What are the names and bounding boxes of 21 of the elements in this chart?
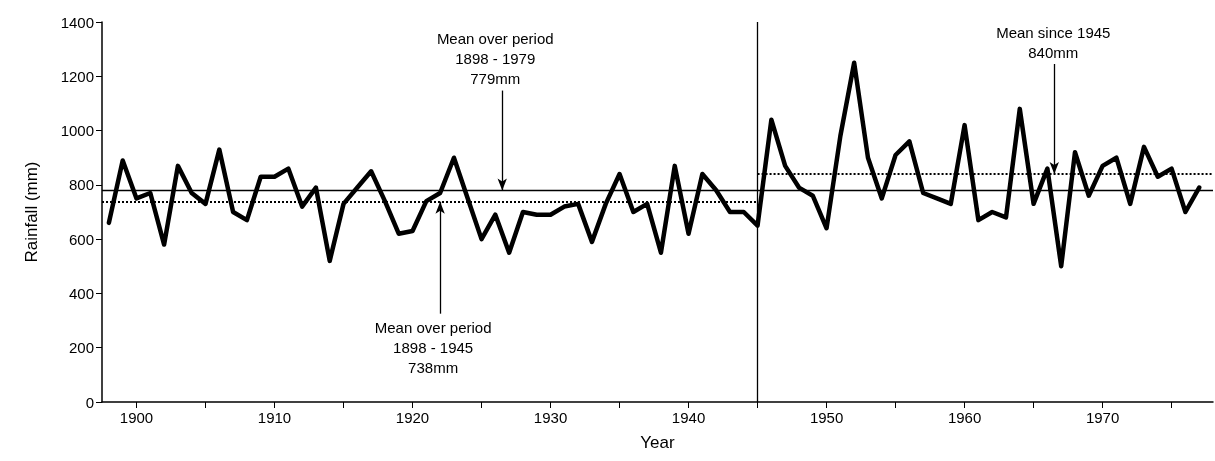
x-tick-label: 1920 xyxy=(395,409,430,426)
x-tick-label: 1930 xyxy=(533,409,568,426)
annotation: Mean over period 1898 - 1945 738mm xyxy=(374,319,492,377)
y-tick-label: 1400 xyxy=(60,13,94,31)
x-tick-label: 1970 xyxy=(1085,409,1120,426)
y-tick-label: 400 xyxy=(68,284,94,302)
y-tick-label: 0 xyxy=(85,393,94,411)
y-tick-label: 200 xyxy=(68,339,94,357)
y-axis-title: Rainfall (mm) xyxy=(22,161,41,263)
y-tick-label: 600 xyxy=(68,230,94,248)
x-tick-label: 1950 xyxy=(809,409,844,426)
y-tick-label: 1000 xyxy=(60,122,94,140)
x-tick-label: 1940 xyxy=(671,409,706,426)
annotation: Mean since 1945 840mm xyxy=(996,23,1111,61)
x-axis-title: Year xyxy=(640,433,676,452)
x-tick-label: 1900 xyxy=(119,409,154,426)
annotation: Mean over period 1898 - 1979 779mm xyxy=(436,30,554,88)
x-tick-label: 1910 xyxy=(257,409,292,426)
y-tick-label: 1200 xyxy=(60,67,94,85)
y-tick-label: 800 xyxy=(68,176,94,194)
x-tick-label: 1960 xyxy=(947,409,982,426)
